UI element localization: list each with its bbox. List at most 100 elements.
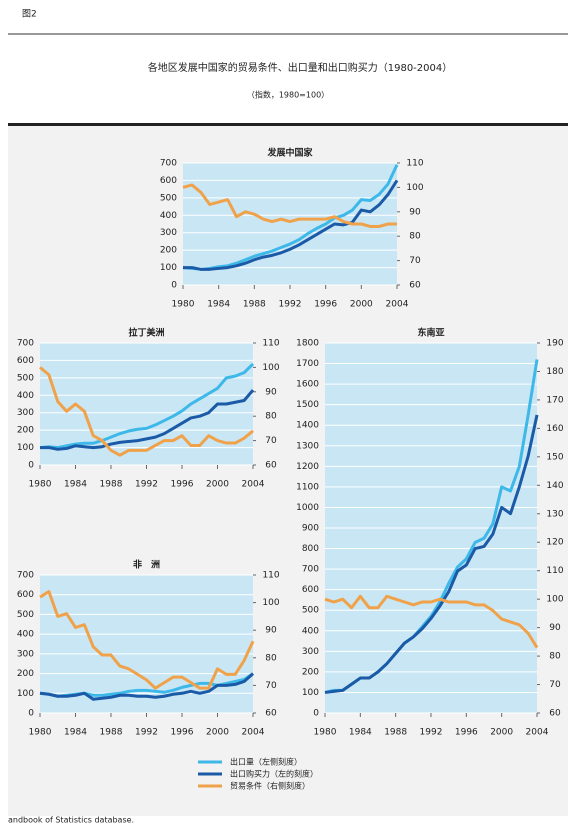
- y2-tick-label: 110: [406, 159, 423, 169]
- x-tick-label: 1980: [172, 300, 195, 310]
- x-tick-label: 1996: [171, 728, 194, 738]
- x-tick-label: 1984: [64, 480, 87, 490]
- y-tick-label: 500: [302, 606, 319, 616]
- y-tick-label: 500: [160, 193, 177, 203]
- x-tick-label: 1996: [314, 300, 337, 310]
- y-tick-label: 100: [17, 689, 34, 699]
- y2-tick-label: 60: [265, 709, 277, 719]
- y-tick-label: 700: [17, 339, 34, 349]
- y-tick-label: 600: [17, 590, 34, 600]
- y2-tick-label: 140: [546, 481, 563, 491]
- x-tick-label: 1988: [100, 480, 123, 490]
- x-tick-label: 1996: [171, 480, 194, 490]
- y2-tick-label: 170: [546, 395, 563, 405]
- y2-tick-label: 80: [265, 412, 277, 422]
- x-tick-label: 1992: [279, 300, 302, 310]
- chart-title: 拉丁美洲: [128, 327, 164, 339]
- y2-tick-label: 120: [546, 538, 563, 548]
- y-tick-label: 0: [171, 281, 177, 291]
- y-tick-label: 700: [160, 159, 177, 169]
- y2-tick-label: 60: [409, 281, 421, 291]
- y-tick-label: 1700: [296, 359, 319, 369]
- y2-tick-label: 100: [262, 363, 279, 373]
- y-tick-label: 200: [17, 426, 34, 436]
- y2-tick-label: 80: [265, 653, 277, 663]
- series-line: [182, 183, 397, 228]
- y-tick-label: 700: [302, 565, 319, 575]
- series-line: [39, 366, 254, 457]
- y-tick-label: 300: [17, 649, 34, 659]
- x-tick-label: 2004: [242, 728, 265, 738]
- series-line: [182, 164, 399, 271]
- y-tick-label: 200: [17, 669, 34, 679]
- series-line: [39, 672, 254, 701]
- y-tick-label: 300: [17, 408, 34, 418]
- y2-tick-label: 180: [546, 367, 563, 377]
- y2-tick-label: 60: [265, 461, 277, 471]
- y2-tick-label: 90: [409, 207, 421, 217]
- y-tick-label: 400: [17, 630, 34, 640]
- figure-title: 各地区发展中国家的贸易条件、出口量和出口购买力（1980-2004）: [148, 61, 453, 74]
- legend-label: 贸易条件（右侧刻度）: [230, 781, 310, 791]
- y-tick-label: 300: [160, 228, 177, 238]
- y2-tick-label: 110: [262, 571, 279, 581]
- series-line: [183, 179, 399, 271]
- x-tick-label: 2004: [386, 300, 409, 310]
- y2-tick-label: 90: [265, 387, 277, 397]
- y-tick-label: 800: [302, 544, 319, 554]
- y2-tick-label: 70: [265, 436, 277, 446]
- rule: [8, 123, 568, 126]
- figure-subtitle: （指数，1980=100）: [247, 90, 329, 100]
- x-tick-label: 2004: [242, 480, 265, 490]
- x-tick-label: 2004: [526, 728, 549, 738]
- y-tick-label: 200: [302, 667, 319, 677]
- x-tick-label: 1988: [243, 300, 266, 310]
- series-line: [324, 594, 539, 649]
- y2-tick-label: 60: [549, 709, 561, 719]
- y-tick-label: 1300: [296, 441, 319, 451]
- x-tick-label: 1984: [349, 728, 372, 738]
- y-tick-label: 100: [17, 443, 34, 453]
- y2-tick-label: 100: [406, 183, 423, 193]
- y-tick-label: 1800: [296, 339, 319, 349]
- x-tick-label: 2000: [206, 728, 229, 738]
- y2-tick-label: 190: [546, 339, 563, 349]
- y-tick-label: 100: [160, 263, 177, 273]
- y2-tick-label: 90: [549, 623, 561, 633]
- y-tick-label: 1400: [296, 421, 319, 431]
- y2-tick-label: 90: [265, 626, 277, 636]
- x-tick-label: 1988: [384, 728, 407, 738]
- series-line: [39, 362, 255, 450]
- x-tick-label: 1992: [135, 728, 158, 738]
- series-line: [39, 590, 255, 690]
- x-tick-label: 1980: [29, 480, 52, 490]
- plot-area: [40, 575, 253, 713]
- legend-label: 出口购买力（左的刻度）: [230, 769, 318, 779]
- y-tick-label: 1000: [296, 503, 319, 513]
- chart-title: 发展中国家: [266, 147, 313, 159]
- y2-tick-label: 110: [262, 339, 279, 349]
- y2-tick-label: 160: [546, 424, 563, 434]
- y-tick-label: 400: [302, 626, 319, 636]
- y-tick-label: 1600: [296, 380, 319, 390]
- y-tick-label: 300: [302, 647, 319, 657]
- legend-label: 出口量（左侧刻度）: [230, 757, 302, 767]
- y2-tick-label: 80: [409, 232, 421, 242]
- x-tick-label: 1988: [100, 728, 123, 738]
- y-tick-label: 500: [17, 610, 34, 620]
- y-tick-label: 1200: [296, 462, 319, 472]
- y-tick-label: 0: [313, 709, 319, 719]
- x-tick-label: 1984: [64, 728, 87, 738]
- y-tick-label: 200: [160, 246, 177, 256]
- source: andbook of Statistics database.: [8, 816, 134, 825]
- y-tick-label: 400: [160, 211, 177, 221]
- y2-tick-label: 100: [546, 595, 563, 605]
- y2-tick-label: 70: [409, 256, 421, 266]
- x-tick-label: 1996: [455, 728, 478, 738]
- y-tick-label: 0: [28, 709, 34, 719]
- x-tick-label: 1980: [314, 728, 337, 738]
- figure-label: 图2: [22, 9, 37, 20]
- y2-tick-label: 150: [546, 452, 563, 462]
- x-tick-label: 1992: [135, 480, 158, 490]
- y-tick-label: 1500: [296, 400, 319, 410]
